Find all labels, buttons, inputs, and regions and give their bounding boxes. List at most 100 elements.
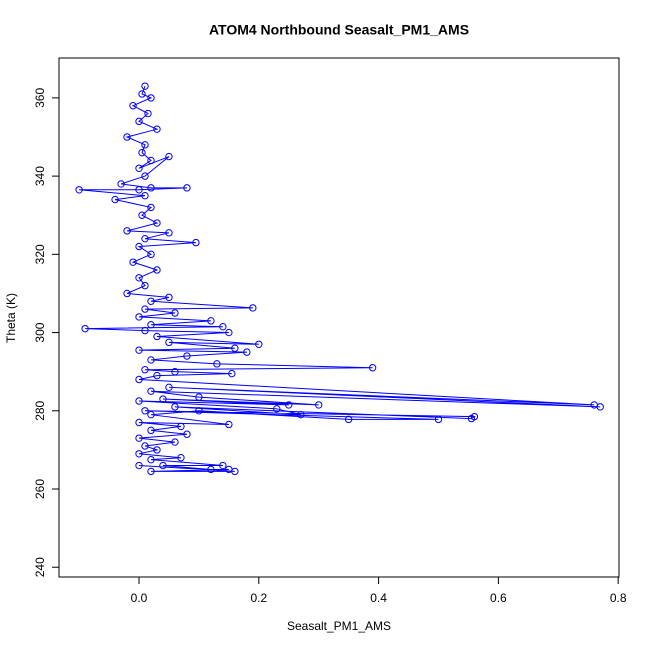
data-point [596,403,604,411]
data-point [368,364,377,372]
data-point [135,375,143,384]
data-point [141,407,149,415]
data-point [183,184,191,192]
data-point [147,184,155,192]
series-line [79,85,601,472]
y-tick-label: 280 [33,400,47,420]
data-point [207,465,215,474]
y-tick-label: 360 [33,88,47,108]
data-point [138,90,146,98]
data-point [141,141,149,149]
data-point [147,297,155,305]
data-point [177,454,185,462]
data-point [147,387,155,395]
data-point [135,450,143,458]
data-point [135,164,143,172]
data-point [129,258,137,266]
data-point [192,238,200,247]
data-point [117,180,125,188]
data-point [153,266,161,274]
data-point [225,420,233,429]
data-point [273,405,281,413]
data-point [171,367,179,376]
x-tick-label: 0.6 [490,591,507,605]
data-point [297,410,305,419]
data-point [147,156,155,165]
data-point [219,322,227,331]
y-tick-label: 320 [33,244,47,264]
data-point [135,397,143,405]
y-tick-label: 300 [33,322,47,342]
data-point [141,191,149,200]
data-point [225,328,233,337]
y-tick-label: 240 [33,557,47,577]
data-point [111,195,119,204]
data-point [147,250,155,259]
data-point [135,461,143,470]
data-point [135,418,143,427]
x-axis-label: Seasalt_PM1_AMS [287,619,391,633]
data-point [255,340,263,348]
data-point [153,446,161,454]
data-point [129,102,137,110]
data-point [147,94,155,102]
data-point [171,403,179,411]
data-point [147,356,155,364]
data-point [135,313,143,321]
data-point [243,348,251,356]
data-point [144,109,152,118]
data-point [141,172,149,180]
chart-title: ATOM4 Northbound Seasalt_PM1_AMS [209,22,469,38]
data-point [123,289,131,298]
data-point [135,434,143,442]
data-point [123,227,131,235]
data-point [231,467,239,476]
data-point [159,395,167,403]
y-tick-label: 340 [33,166,47,186]
data-point [231,344,239,352]
data-point [183,430,191,438]
data-point [153,371,161,380]
data-point [195,407,203,415]
data-point [141,82,149,90]
data-point [183,352,191,360]
y-tick-label: 260 [33,479,47,499]
data-point [344,415,353,424]
data-point [153,219,161,227]
data-point [141,326,149,335]
data-point [470,412,479,421]
data-point [285,401,293,409]
data-point [171,438,179,446]
data-point [147,426,155,435]
data-point [147,467,155,476]
data-point [141,281,149,290]
data-point [135,274,143,282]
data-point [219,461,227,470]
data-point [165,152,173,161]
data-point [153,125,161,133]
data-point [165,229,173,237]
data-point [195,393,203,401]
data-point [138,211,146,219]
data-point [135,242,143,251]
x-tick-label: 0.2 [250,591,267,605]
data-point [165,293,173,302]
data-point [135,117,143,126]
y-axis-label: Theta (K) [4,293,18,343]
data-point [141,442,149,450]
data-point [147,321,155,329]
data-point [165,338,173,347]
data-point [165,383,173,392]
data-point [81,324,89,333]
data-point [171,309,179,317]
data-point [135,346,143,354]
x-tick-label: 0.4 [370,591,387,605]
data-point [228,369,236,378]
data-point [213,360,221,368]
data-point [123,133,131,141]
data-point [314,401,323,409]
data-point [147,455,155,464]
data-point [141,305,149,313]
